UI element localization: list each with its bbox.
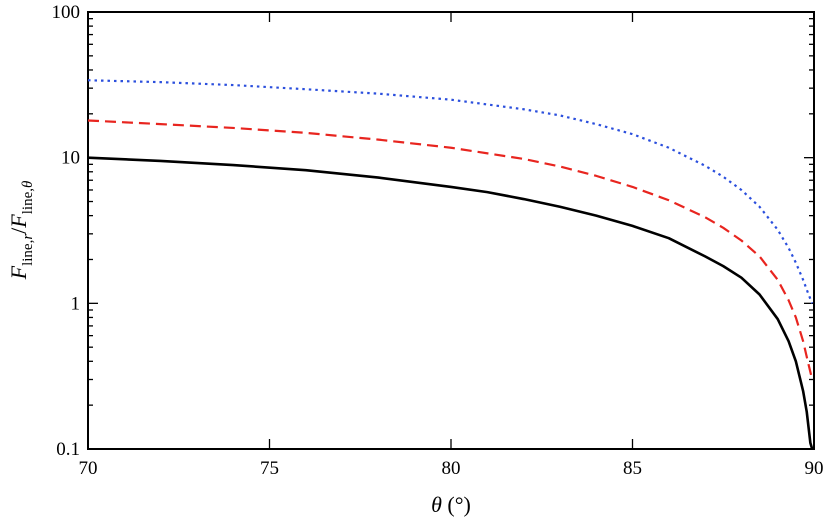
y-tick-label: 0.1 xyxy=(56,439,80,460)
y-tick-label: 1 xyxy=(71,293,81,314)
x-tick-label: 80 xyxy=(442,458,461,479)
series-line-dashed xyxy=(87,119,814,380)
x-tick-label: 90 xyxy=(805,458,824,479)
series-line-dotted xyxy=(87,79,814,304)
ticks xyxy=(88,12,814,449)
x-axis-label: θ (°) xyxy=(431,492,471,517)
y-axis-label: Fline,r/Fline,θ xyxy=(6,180,36,280)
tick-labels: 70 75 80 85 90 0.1 1 10 100 xyxy=(52,2,824,479)
x-tick-label: 85 xyxy=(623,458,642,479)
series-line-solid xyxy=(87,156,814,450)
x-tick-label: 75 xyxy=(260,458,279,479)
x-tick-label: 70 xyxy=(79,458,98,479)
series-group xyxy=(87,79,814,450)
y-tick-label: 10 xyxy=(61,148,80,169)
plot-frame xyxy=(87,11,815,450)
y-tick-label: 100 xyxy=(52,2,81,23)
